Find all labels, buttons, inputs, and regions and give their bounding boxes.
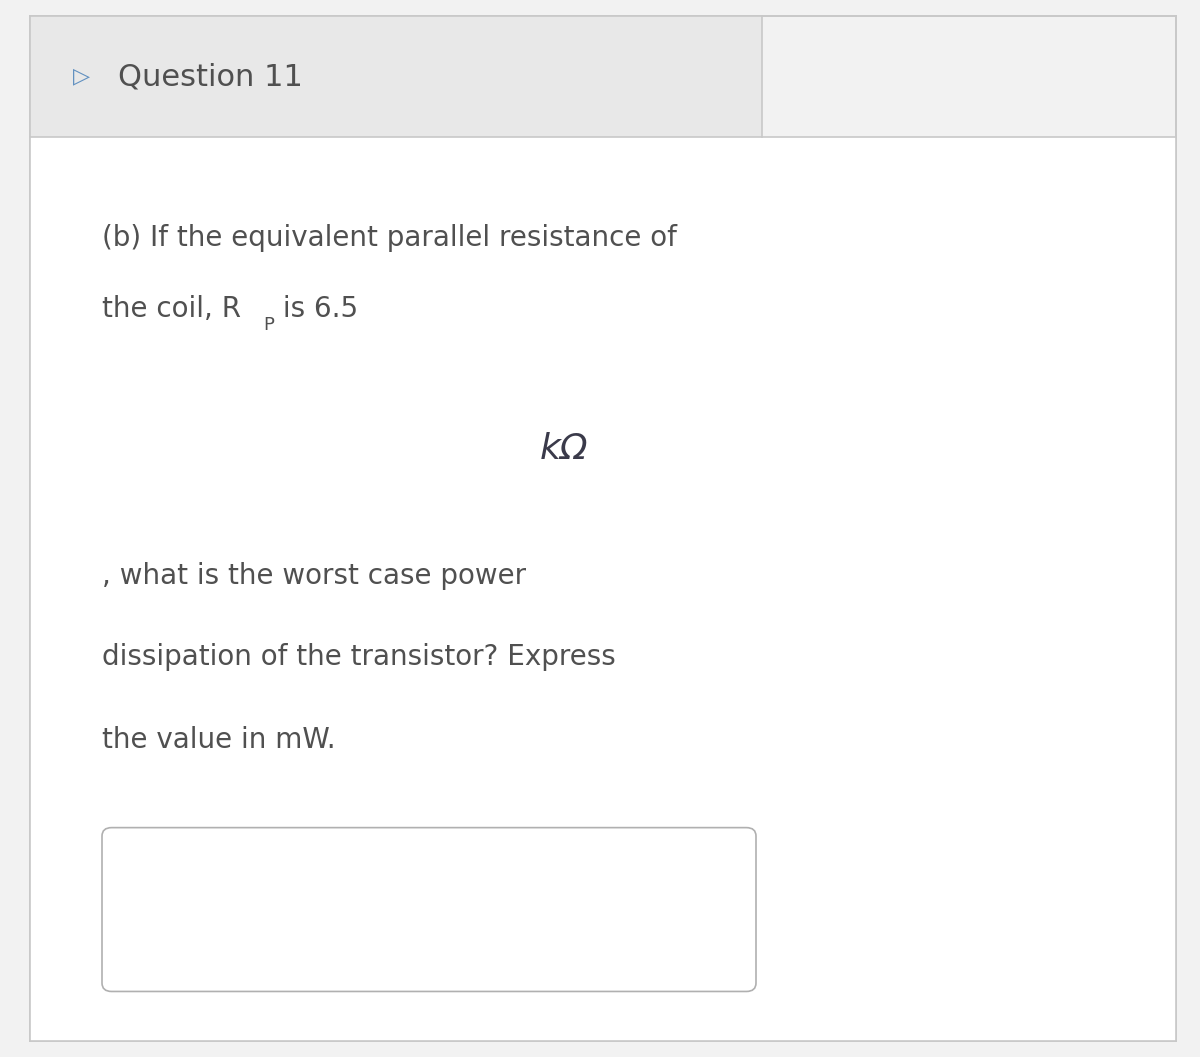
Text: P: P xyxy=(263,316,274,334)
Text: Question 11: Question 11 xyxy=(118,62,302,91)
Text: kΩ: kΩ xyxy=(540,432,588,466)
Text: ▷: ▷ xyxy=(73,67,90,87)
Text: dissipation of the transistor? Express: dissipation of the transistor? Express xyxy=(102,644,616,671)
Text: (b) If the equivalent parallel resistance of: (b) If the equivalent parallel resistanc… xyxy=(102,224,677,252)
FancyBboxPatch shape xyxy=(102,828,756,991)
Text: is 6.5: is 6.5 xyxy=(274,295,358,323)
FancyBboxPatch shape xyxy=(30,137,1176,1041)
FancyBboxPatch shape xyxy=(30,16,762,137)
Text: , what is the worst case power: , what is the worst case power xyxy=(102,562,526,590)
FancyBboxPatch shape xyxy=(30,16,1176,1041)
Text: the coil, R: the coil, R xyxy=(102,295,241,323)
Text: the value in mW.: the value in mW. xyxy=(102,726,336,754)
